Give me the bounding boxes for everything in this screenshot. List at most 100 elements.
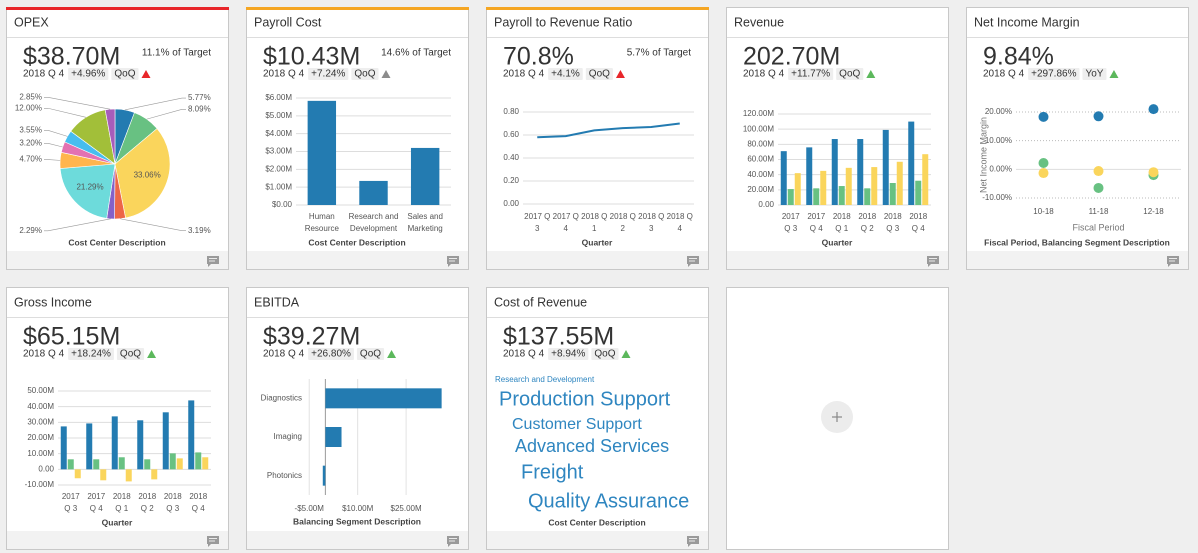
tile-title: Cost of Revenue xyxy=(494,295,587,309)
x-tick-label: 2018 Q 2 xyxy=(138,492,156,513)
comment-icon[interactable] xyxy=(207,536,219,547)
bar xyxy=(144,459,151,470)
bar xyxy=(806,147,813,205)
x-tick-label: Human Resource xyxy=(305,212,340,233)
kpi-period: 2018 Q 4 xyxy=(263,349,305,360)
y-tick-label: 0.20 xyxy=(503,176,519,185)
bar xyxy=(857,139,864,205)
tile-title: Gross Income xyxy=(14,295,92,309)
tag-word[interactable]: Customer Support xyxy=(512,416,642,433)
x-tick-label: $25.00M xyxy=(391,504,422,513)
bar xyxy=(325,427,342,447)
y-tick-label: 80.00M xyxy=(747,139,774,148)
x-tick-label: 2017 Q 4 xyxy=(87,492,105,513)
kpi-change: +11.77% xyxy=(791,69,830,80)
tag-word[interactable]: Quality Assurance xyxy=(528,490,689,512)
kpi-value: 202.70M xyxy=(743,43,840,71)
tile-title: OPEX xyxy=(14,15,49,29)
leader-line xyxy=(44,143,63,148)
tile-title: Payroll Cost xyxy=(254,15,322,29)
empty-tile[interactable] xyxy=(726,287,949,550)
tile[interactable]: Payroll to Revenue Ratio 70.8% 5.7% of Tar… xyxy=(486,7,709,270)
bar xyxy=(864,188,871,205)
x-tick-label: 2018 Q 2 xyxy=(858,212,876,233)
scatter-point xyxy=(1148,167,1159,178)
kpi-period: 2018 Q 4 xyxy=(503,349,545,360)
y-tick-label: 0.00 xyxy=(503,199,519,208)
y-tick-label: 0.00% xyxy=(989,164,1012,173)
kpi-badge xyxy=(308,68,349,80)
axis-title: Balancing Segment Description xyxy=(293,516,421,526)
y-tick-label: 20.00% xyxy=(985,107,1012,116)
tile[interactable]: OPEX $38.70M 11.1% of Target 2018 Q 4 +4.96%… xyxy=(6,7,229,270)
comment-icon[interactable] xyxy=(207,256,219,267)
kpi-period: 2018 Q 4 xyxy=(743,69,785,80)
data-label: 2.29% xyxy=(19,226,42,235)
comment-icon[interactable] xyxy=(447,536,459,547)
y-tick-label: 10.00M xyxy=(27,449,54,458)
bar xyxy=(118,457,125,470)
trend-indicator xyxy=(387,350,397,358)
kpi-badge xyxy=(351,68,379,80)
y-tick-label: $6.00M xyxy=(265,93,292,102)
tile-footer xyxy=(967,251,1188,269)
y-tick-label: 30.00M xyxy=(27,417,54,426)
bar xyxy=(410,147,440,205)
bar xyxy=(908,121,915,205)
kpi-badge xyxy=(585,68,613,80)
comment-icon[interactable] xyxy=(927,256,939,267)
y-tick-label: 100.00M xyxy=(743,124,774,133)
y-tick-label: $4.00M xyxy=(265,129,292,138)
bar xyxy=(100,469,107,481)
pie-slice xyxy=(59,163,116,219)
axis-title: Fiscal Period xyxy=(1072,222,1124,232)
scatter-point xyxy=(1093,111,1104,122)
tile-title: Revenue xyxy=(734,15,784,29)
bar xyxy=(74,469,81,479)
tile[interactable]: Payroll Cost $10.43M 14.6% of Target 2018 Q… xyxy=(246,7,469,270)
axis-title: Quarter xyxy=(102,517,133,527)
trend-indicator xyxy=(381,70,391,78)
x-tick-label: 2018 Q 3 xyxy=(884,212,902,233)
bar xyxy=(195,452,202,470)
comment-icon[interactable] xyxy=(687,256,699,267)
kpi-change: +8.94% xyxy=(551,349,585,360)
tag-word[interactable]: Freight xyxy=(521,461,584,483)
comment-icon[interactable] xyxy=(687,536,699,547)
kpi-value: 9.84% xyxy=(983,43,1054,71)
tile[interactable]: Net Income Margin 9.84%2018 Q 4 +297.86% Yo… xyxy=(966,7,1189,270)
x-tick-label: Research and Development xyxy=(349,212,399,233)
data-label: 4.70% xyxy=(19,155,42,164)
comment-icon[interactable] xyxy=(447,256,459,267)
y-tick-label: 0.60 xyxy=(503,130,519,139)
bar xyxy=(871,167,878,205)
tag-word[interactable]: Advanced Services xyxy=(515,436,669,456)
bar xyxy=(307,100,337,205)
tile-frame xyxy=(246,7,469,270)
bar xyxy=(93,459,100,470)
bar xyxy=(889,183,896,205)
tag-word[interactable]: Production Support xyxy=(499,388,671,410)
tile-footer xyxy=(247,531,468,549)
x-tick-label: 2017 Q 3 xyxy=(782,212,800,233)
bar xyxy=(820,170,827,205)
kpi-compare: QoQ xyxy=(360,349,381,360)
y-tick-label: 40.00M xyxy=(747,170,774,179)
y-tick-label: -10.00M xyxy=(25,480,55,489)
kpi-change: +4.96% xyxy=(71,69,105,80)
kpi-change: +26.80% xyxy=(311,349,351,360)
y-tick-label: -10.00% xyxy=(982,193,1012,202)
kpi-value: 70.8% xyxy=(503,43,574,71)
data-label: 21.29% xyxy=(76,182,103,191)
tile-title: Net Income Margin xyxy=(974,15,1080,29)
comment-icon[interactable] xyxy=(1167,256,1179,267)
tag-word[interactable]: Research and Development xyxy=(495,375,595,384)
bar xyxy=(125,469,132,482)
scatter-point xyxy=(1038,111,1049,122)
